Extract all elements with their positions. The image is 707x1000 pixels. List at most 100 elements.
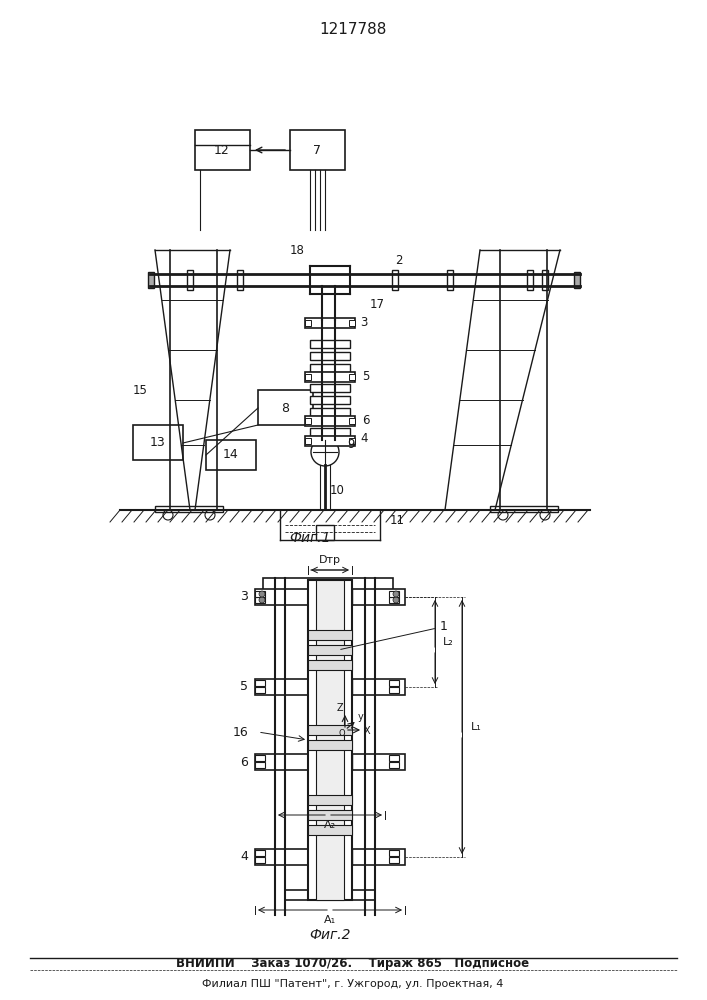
Bar	[308, 660, 352, 670]
Text: 14: 14	[223, 448, 239, 462]
Bar	[255, 597, 265, 603]
Bar	[258, 390, 313, 425]
Text: 3: 3	[360, 316, 368, 330]
Bar	[574, 272, 580, 288]
Bar	[148, 272, 154, 288]
Text: 4: 4	[360, 432, 368, 446]
Bar	[349, 374, 355, 380]
Text: ВНИИПИ    Заказ 1070/26.    Тираж 865   Подписное: ВНИИПИ Заказ 1070/26. Тираж 865 Подписно…	[177, 958, 530, 970]
Text: 2: 2	[395, 253, 402, 266]
Text: 13: 13	[150, 436, 166, 450]
Bar	[195, 130, 250, 170]
Bar	[255, 850, 265, 856]
Bar	[389, 762, 399, 768]
Bar	[447, 270, 453, 290]
Bar	[255, 857, 265, 863]
Bar	[527, 270, 533, 290]
Bar	[255, 589, 405, 605]
Text: 12: 12	[214, 143, 230, 156]
Bar	[308, 580, 352, 900]
Bar	[389, 755, 399, 761]
Bar	[237, 270, 243, 290]
Bar	[255, 687, 265, 693]
Text: y: y	[358, 712, 364, 722]
Text: A₁: A₁	[324, 915, 336, 925]
Text: 7: 7	[313, 143, 321, 156]
Bar	[310, 428, 350, 436]
Bar	[255, 755, 265, 761]
Bar	[285, 890, 375, 900]
Bar	[308, 849, 352, 865]
Bar	[389, 850, 399, 856]
Bar	[305, 436, 355, 446]
Bar	[305, 374, 311, 380]
Circle shape	[259, 597, 265, 603]
Circle shape	[393, 591, 399, 597]
Text: A₂: A₂	[324, 820, 336, 830]
Text: Dтр: Dтр	[319, 555, 341, 565]
Text: 4: 4	[240, 850, 248, 863]
Text: 9: 9	[347, 438, 354, 450]
Text: 5: 5	[240, 680, 248, 694]
Text: 3: 3	[240, 590, 248, 603]
Text: 17: 17	[370, 298, 385, 312]
Bar	[263, 578, 393, 590]
Bar	[308, 754, 352, 770]
Bar	[305, 372, 355, 382]
Bar	[255, 591, 265, 597]
Bar	[255, 754, 405, 770]
Circle shape	[259, 591, 265, 597]
Text: 1217788: 1217788	[320, 22, 387, 37]
Bar	[308, 740, 352, 750]
Bar	[490, 506, 558, 512]
Bar	[316, 580, 344, 900]
Bar	[392, 270, 398, 290]
Bar	[305, 438, 311, 444]
Bar	[389, 680, 399, 686]
Text: 5: 5	[362, 370, 369, 383]
Bar	[206, 440, 256, 470]
Bar	[255, 679, 405, 695]
Bar	[308, 630, 352, 640]
Bar	[310, 396, 350, 404]
Text: L₁: L₁	[471, 722, 481, 732]
Text: O: O	[339, 728, 345, 738]
Text: Z: Z	[337, 703, 344, 713]
Bar	[310, 384, 350, 392]
Text: 11: 11	[390, 514, 405, 526]
Bar	[389, 857, 399, 863]
Bar	[316, 525, 334, 540]
Bar	[308, 795, 352, 805]
Bar	[305, 416, 355, 426]
Bar	[349, 438, 355, 444]
Bar	[308, 589, 352, 605]
Text: 16: 16	[233, 726, 248, 738]
Bar	[308, 810, 352, 820]
Bar	[349, 418, 355, 424]
Bar	[310, 340, 350, 348]
Bar	[308, 725, 352, 735]
Text: Фиг.2: Фиг.2	[309, 928, 351, 942]
Text: 6: 6	[240, 756, 248, 768]
Bar	[305, 320, 311, 326]
Text: 18: 18	[290, 243, 305, 256]
Bar	[155, 506, 223, 512]
Text: Филиал ПШ "Патент", г. Ужгород, ул. Проектная, 4: Филиал ПШ "Патент", г. Ужгород, ул. Прое…	[202, 979, 503, 989]
Text: 8: 8	[281, 401, 289, 414]
Bar	[305, 418, 311, 424]
Text: 15: 15	[133, 383, 148, 396]
Text: L₂: L₂	[443, 637, 453, 647]
Bar	[349, 320, 355, 326]
Bar	[255, 762, 265, 768]
Bar	[310, 364, 350, 372]
Bar	[308, 679, 352, 695]
Bar	[389, 597, 399, 603]
Bar	[542, 270, 548, 290]
Text: 1: 1	[341, 620, 448, 649]
Bar	[389, 687, 399, 693]
Bar	[305, 318, 355, 328]
Text: 6: 6	[362, 414, 370, 428]
Bar	[290, 130, 345, 170]
Bar	[133, 425, 183, 460]
Bar	[310, 408, 350, 416]
